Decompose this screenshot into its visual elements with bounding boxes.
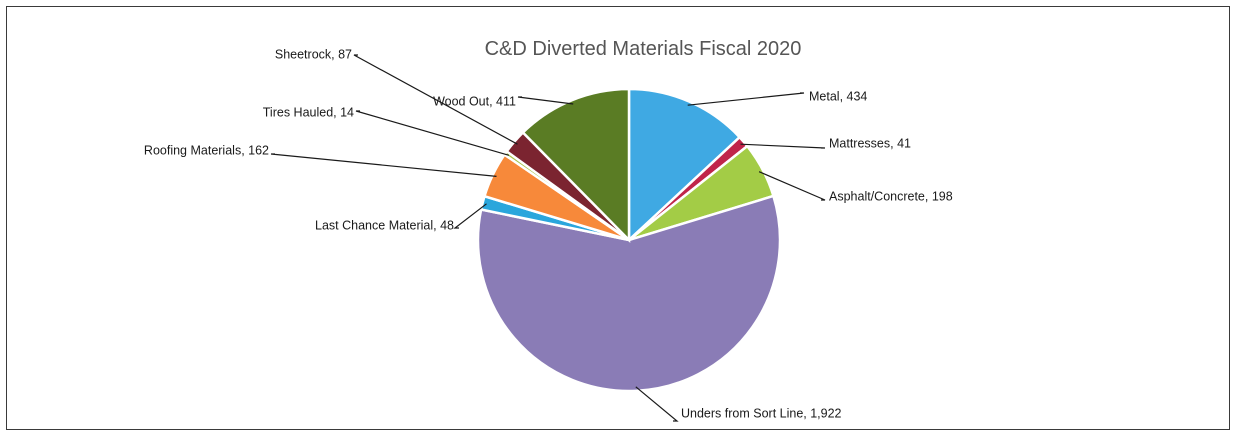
leader-line-tires-hauled bbox=[355, 110, 510, 156]
pie-slice-wood-out bbox=[521, 87, 631, 244]
data-label-sheetrock: Sheetrock, 87 bbox=[275, 47, 352, 61]
pie-chart: C&D Diverted Materials Fiscal 2020 Metal… bbox=[144, 38, 953, 422]
chart-frame: C&D Diverted Materials Fiscal 2020 Metal… bbox=[6, 6, 1230, 430]
leader-lines bbox=[270, 54, 826, 422]
pie-slice-unders-from-sort-line bbox=[476, 194, 782, 393]
pie-slice-metal bbox=[627, 87, 742, 243]
leader-line-wood-out bbox=[517, 96, 574, 105]
data-label-tires-hauled: Tires Hauled, 14 bbox=[263, 105, 354, 119]
data-label-roofing-materials: Roofing Materials, 162 bbox=[144, 143, 269, 157]
data-label-asphalt-concrete: Asphalt/Concrete, 198 bbox=[829, 189, 953, 203]
chart-title: C&D Diverted Materials Fiscal 2020 bbox=[485, 38, 802, 60]
leader-line-last-chance-material bbox=[453, 203, 487, 229]
data-label-metal: Metal, 434 bbox=[809, 89, 867, 103]
data-label-wood-out: Wood Out, 411 bbox=[433, 94, 516, 108]
leader-line-mattresses bbox=[740, 143, 826, 149]
data-label-mattresses: Mattresses, 41 bbox=[829, 136, 911, 150]
leader-line-sheetrock bbox=[353, 54, 518, 145]
pie-slices bbox=[476, 87, 782, 393]
data-labels: Metal, 434 Mattresses, 41 Asphalt/Concrete… bbox=[144, 47, 953, 420]
leader-line-roofing-materials bbox=[270, 153, 497, 177]
data-label-last-chance-material: Last Chance Material, 48 bbox=[315, 218, 454, 232]
leader-line-metal bbox=[687, 92, 805, 106]
leader-line-asphalt-concrete bbox=[758, 171, 826, 201]
data-label-unders-from-sort-line: Unders from Sort Line, 1,922 bbox=[681, 406, 842, 420]
leader-line-unders-from-sort-line bbox=[635, 386, 679, 422]
